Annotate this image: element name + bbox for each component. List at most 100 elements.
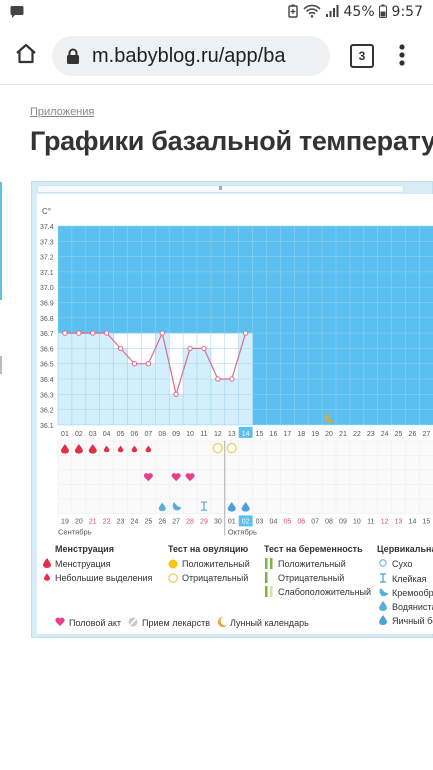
temperature-point[interactable] — [242, 330, 249, 336]
temperature-point[interactable] — [215, 376, 221, 382]
date-label: 20 — [75, 518, 83, 525]
chart-legend: Менструация Менструация Небольшие выделе… — [37, 538, 433, 634]
cycle-day-label: 27 — [422, 431, 430, 438]
status-right: 45% 9:57 — [288, 4, 423, 20]
battery-saver-icon — [288, 4, 302, 20]
breadcrumb[interactable]: Приложения — [30, 106, 95, 118]
clock: 9:57 — [391, 4, 423, 20]
legend-lunar: Лунный календарь — [230, 618, 309, 628]
cycle-day-label: 15 — [256, 431, 264, 438]
overflow-menu-icon[interactable] — [398, 42, 406, 68]
date-label: 11 — [367, 518, 374, 525]
spotting-drop — [117, 445, 124, 453]
cervical-watery-marker — [158, 502, 166, 512]
temperature-point[interactable] — [117, 345, 124, 352]
url-text: m.babyblog.ru/app/ba — [92, 45, 286, 67]
status-bar: 45% 9:57 — [0, 0, 433, 28]
moon-marker — [325, 413, 335, 423]
tab-switcher-button[interactable]: 3 — [350, 44, 374, 68]
cycle-day-label: 16 — [270, 431, 278, 438]
legend-cervical-header: Цервикальная — [377, 544, 433, 554]
cervical-eggwhite-icon — [379, 615, 387, 627]
scrollbar-grip[interactable] — [219, 186, 222, 190]
today-date-highlight — [238, 515, 253, 527]
toolbar-divider — [0, 84, 433, 85]
date-label: 22 — [103, 518, 111, 525]
cervical-eggwhite-marker — [227, 502, 236, 512]
temperature-point[interactable] — [173, 391, 179, 397]
date-label: 30 — [214, 518, 222, 525]
cycle-day-label: 06 — [131, 431, 139, 438]
date-label: 24 — [131, 518, 139, 525]
left-panel-marker — [0, 356, 2, 374]
legend-ovulation-header: Тест на овуляцию — [168, 544, 249, 554]
browser-toolbar: m.babyblog.ru/app/ba 3 — [0, 28, 433, 84]
temperature-point[interactable] — [229, 376, 235, 382]
ovulation-positive-icon — [168, 559, 178, 571]
temperature-point[interactable] — [187, 345, 193, 352]
y-tick-label: 36.5 — [40, 362, 54, 369]
ovulation-negative-icon — [168, 573, 178, 585]
legend-spotting: Небольшие выделения — [55, 573, 153, 583]
temperature-point[interactable] — [90, 330, 96, 336]
legend-intercourse: Половой акт — [69, 618, 122, 628]
intercourse-heart-icon — [55, 617, 65, 628]
y-tick-label: 36.4 — [40, 377, 54, 384]
lock-icon — [66, 48, 80, 64]
y-tick-label: 36.6 — [40, 346, 54, 353]
temperature-point[interactable] — [76, 330, 82, 336]
ovulation-negative-marker — [212, 443, 223, 454]
legend-menstruation-header: Менструация — [55, 544, 114, 554]
menstruation-drop — [88, 444, 97, 454]
signal-icon — [325, 4, 343, 20]
temperature-point[interactable] — [131, 361, 138, 367]
temperature-point[interactable] — [201, 345, 207, 352]
date-label: 14 — [409, 518, 417, 525]
date-label: 10 — [353, 518, 361, 525]
cervical-sticky-icon — [379, 573, 387, 585]
temperature-point[interactable] — [62, 330, 68, 336]
y-tick-label: 37.1 — [40, 270, 54, 277]
month-label-october: Октябрь — [228, 527, 257, 536]
drop-icon — [43, 558, 51, 570]
legend-cervical-eggwhite: Яичный бел — [392, 616, 433, 626]
temperature-point[interactable] — [145, 361, 152, 367]
date-label: 01 — [228, 518, 236, 525]
date-label: 02 — [242, 518, 250, 525]
y-tick-label: 37.0 — [40, 285, 54, 292]
cycle-day-label: 23 — [367, 431, 375, 438]
cycle-day-label: 11 — [200, 431, 207, 438]
cycle-day-label: 04 — [103, 431, 111, 438]
menstruation-drop — [60, 444, 69, 454]
cycle-day-label: 19 — [311, 431, 319, 438]
date-label: 07 — [311, 518, 319, 525]
temperature-point[interactable] — [103, 330, 110, 336]
battery-percent: 45% — [343, 4, 375, 20]
cervical-eggwhite-marker — [241, 502, 250, 512]
chat-bubble-icon — [10, 5, 24, 21]
address-bar[interactable]: m.babyblog.ru/app/ba — [52, 36, 330, 76]
ovulation-negative-marker — [226, 443, 237, 454]
home-icon[interactable] — [12, 40, 40, 68]
temperature-point[interactable] — [159, 330, 165, 336]
legend-pregnancy-weak: Слабоположительный — [278, 587, 372, 597]
y-tick-label: 37.3 — [40, 239, 54, 246]
bbt-chart: C° 37.4 37.3 37.2 37.1 37.0 36.9 36.8 36.7 36.6 36… — [37, 194, 433, 538]
legend-menstruation: Менструация — [55, 559, 111, 569]
legend-ovulation-negative: Отрицательный — [182, 573, 249, 583]
cycle-day-label: 18 — [297, 431, 305, 438]
future-days-area — [252, 226, 433, 425]
cycle-day-label: 05 — [117, 431, 125, 438]
cervical-watery-icon — [379, 601, 387, 613]
date-label: 28 — [186, 518, 194, 525]
y-tick-label: 36.8 — [40, 316, 54, 323]
y-unit-label: C° — [42, 207, 51, 216]
y-tick-label: 37.4 — [40, 224, 54, 231]
y-tick-label: 36.9 — [40, 301, 54, 308]
legend-pregnancy-header: Тест на беременность — [264, 544, 363, 554]
cycle-day-label: 07 — [144, 431, 152, 438]
battery-icon — [379, 4, 391, 20]
marker-grid — [58, 440, 433, 514]
y-tick-label: 36.3 — [40, 392, 54, 399]
legend-medication: Прием лекарств — [142, 618, 211, 628]
